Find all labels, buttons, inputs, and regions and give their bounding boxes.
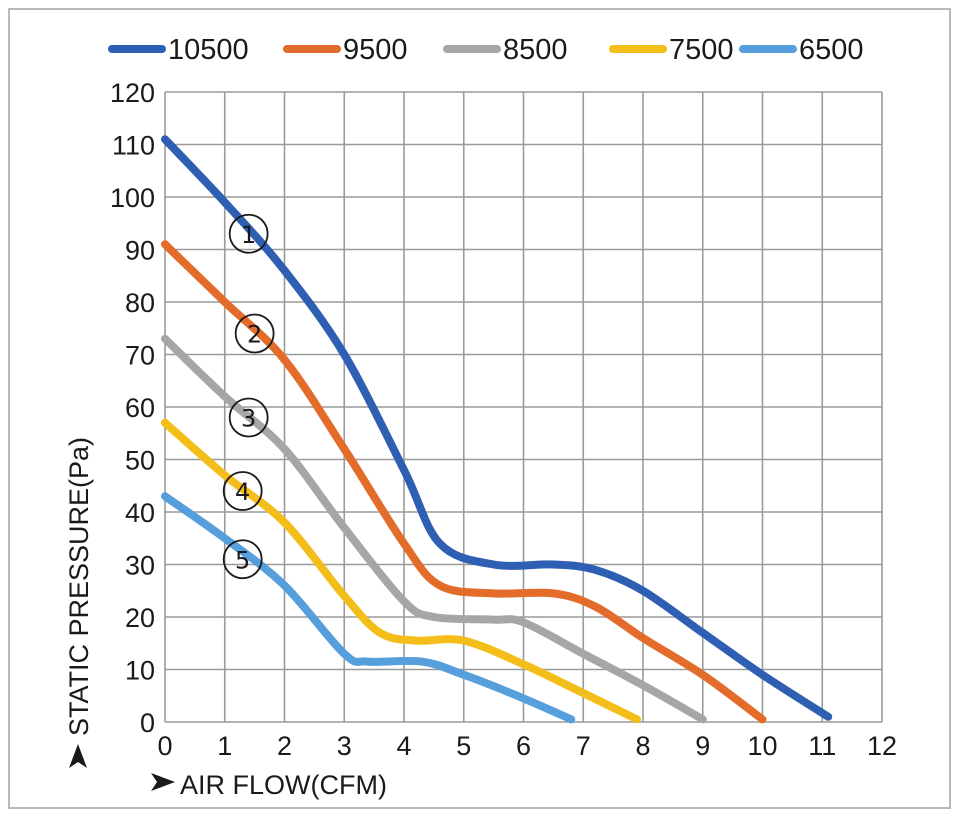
y-tick-label: 90 xyxy=(125,236,155,266)
series-line-6500 xyxy=(161,492,576,724)
y-tick-label: 30 xyxy=(125,551,155,581)
x-tick-label: 10 xyxy=(747,731,777,761)
curve-marker-5: 5 xyxy=(222,539,263,580)
curve-marker-label: 3 xyxy=(241,405,256,433)
curve-marker-label: 5 xyxy=(235,546,250,574)
chart-frame xyxy=(8,8,951,809)
legend-item-6500: 6500 xyxy=(739,34,864,66)
y-tick-label: 40 xyxy=(125,498,155,528)
x-tick-label: 3 xyxy=(337,731,352,761)
x-tick-label: 4 xyxy=(396,731,411,761)
curve-marker-circle xyxy=(234,313,275,354)
y-axis-title: STATIC PRESSURE(Pa) xyxy=(64,437,94,768)
x-axis-ticks: 0 1 2 3 4 5 6 7 8 9 10 11 12 xyxy=(157,731,897,761)
y-tick-label: 80 xyxy=(125,288,155,318)
x-axis-arrow-icon xyxy=(151,773,175,791)
x-tick-label: 6 xyxy=(516,731,531,761)
curve-marker-circle xyxy=(222,471,263,511)
x-tick-label: 1 xyxy=(217,731,232,761)
curve-marker-circle xyxy=(222,539,263,580)
chart-legend: 10500 9500 8500 7500 6500 xyxy=(108,34,864,66)
y-tick-label: 120 xyxy=(110,78,155,108)
curve-marker-2: 2 xyxy=(234,313,275,354)
y-tick-label: 110 xyxy=(112,131,155,161)
y-axis-ticks: 0 10 20 30 40 50 60 70 80 90 100 110 120 xyxy=(110,78,155,738)
y-tick-label: 20 xyxy=(125,603,155,633)
x-tick-label: 0 xyxy=(157,731,172,761)
curve-marker-circle xyxy=(228,397,269,438)
curve-markers: 1 2 3 4 5 xyxy=(222,213,275,580)
series-line-7500 xyxy=(161,418,641,724)
x-tick-label: 7 xyxy=(576,731,591,761)
x-axis-label: AIR FLOW(CFM) xyxy=(180,770,387,800)
legend-item-9500: 9500 xyxy=(283,34,408,66)
y-axis-label: STATIC PRESSURE(Pa) xyxy=(64,437,94,736)
series-line-10500 xyxy=(161,135,833,721)
legend-label: 9500 xyxy=(343,34,408,66)
curve-marker-3: 3 xyxy=(228,397,269,438)
series-line-9500 xyxy=(161,240,767,724)
series-line-8500 xyxy=(161,334,707,724)
legend-item-8500: 8500 xyxy=(443,34,568,66)
x-tick-label: 8 xyxy=(635,731,650,761)
y-axis-arrow-icon xyxy=(69,744,87,768)
y-tick-label: 0 xyxy=(140,708,155,738)
legend-label: 7500 xyxy=(669,34,734,66)
curve-marker-label: 2 xyxy=(247,321,262,349)
legend-label: 10500 xyxy=(168,34,249,66)
curve-marker-label: 1 xyxy=(241,221,256,249)
chart-grid xyxy=(164,91,883,723)
legend-item-7500: 7500 xyxy=(609,34,734,66)
x-tick-label: 12 xyxy=(867,731,897,761)
x-tick-label: 5 xyxy=(456,731,471,761)
chart-curves xyxy=(161,135,833,724)
y-tick-label: 70 xyxy=(125,341,155,371)
curve-marker-circle xyxy=(228,213,269,254)
y-tick-label: 10 xyxy=(125,656,155,686)
x-tick-label: 11 xyxy=(808,731,836,761)
x-tick-label: 9 xyxy=(695,731,710,761)
legend-label: 6500 xyxy=(799,34,864,66)
x-tick-label: 2 xyxy=(277,731,292,761)
y-tick-label: 100 xyxy=(110,183,155,213)
curve-marker-label: 4 xyxy=(235,478,250,506)
curve-marker-4: 4 xyxy=(222,471,263,511)
y-tick-label: 60 xyxy=(125,393,155,423)
legend-label: 8500 xyxy=(503,34,568,66)
curve-marker-1: 1 xyxy=(228,213,269,254)
legend-item-10500: 10500 xyxy=(108,34,249,66)
x-axis-title: AIR FLOW(CFM) xyxy=(151,770,387,800)
y-tick-label: 50 xyxy=(125,446,155,476)
